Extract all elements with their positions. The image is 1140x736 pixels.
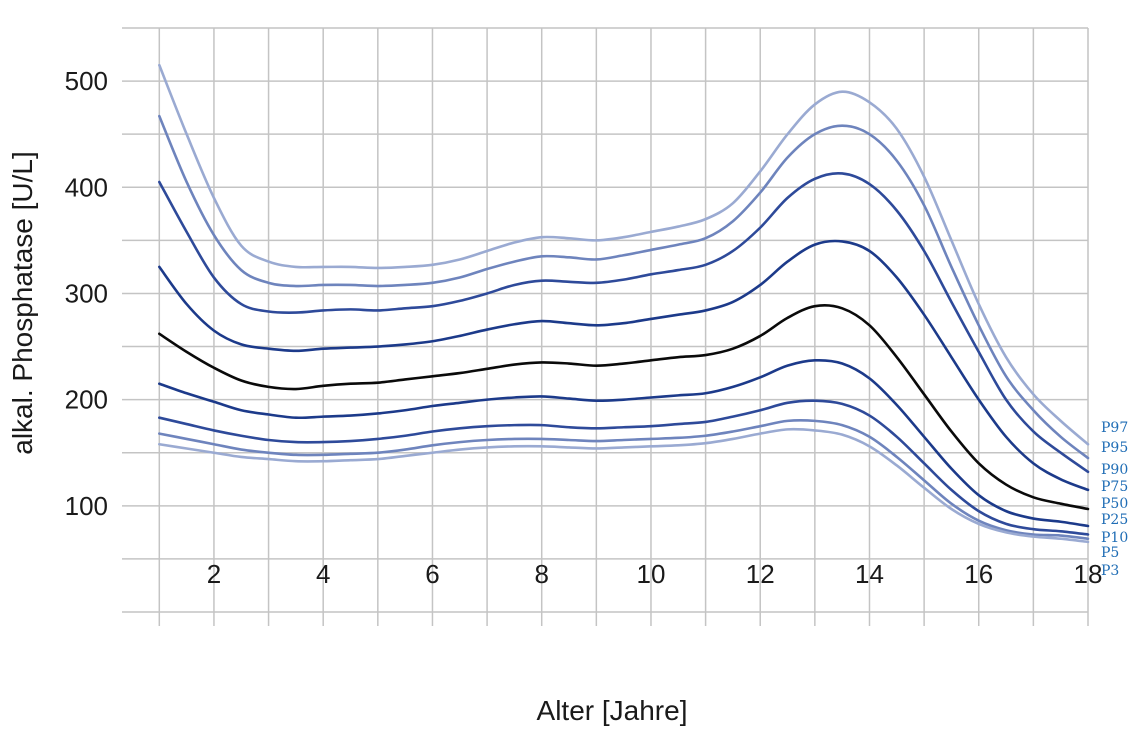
y-tick-label: 300 xyxy=(65,278,108,308)
series-line-p90 xyxy=(158,171,1090,474)
chart-grid xyxy=(122,27,1089,626)
series-label-p25: P25 xyxy=(1101,512,1128,528)
y-tick-label: 500 xyxy=(65,66,108,96)
x-tick-label: 18 xyxy=(1074,559,1103,589)
series-line-p50 xyxy=(158,304,1090,511)
y-axis-title: alkal. Phosphatase [U/L] xyxy=(7,151,38,455)
series-label-p3: P3 xyxy=(1101,563,1119,579)
x-tick-label: 10 xyxy=(637,559,666,589)
x-tick-label: 12 xyxy=(746,559,775,589)
series-label-p95: P95 xyxy=(1101,440,1128,456)
x-axis-title: Alter [Jahre] xyxy=(537,695,688,726)
series-label-p10: P10 xyxy=(1101,530,1128,546)
series-line-p3 xyxy=(158,427,1090,544)
y-tick-label: 400 xyxy=(65,172,108,202)
x-tick-label: 2 xyxy=(207,559,221,589)
series-line-p25 xyxy=(158,358,1090,528)
series-label-p5: P5 xyxy=(1101,545,1119,561)
chart-series xyxy=(158,63,1090,544)
series-line-p75 xyxy=(158,239,1090,492)
x-tick-label: 16 xyxy=(964,559,993,589)
x-tick-label: 6 xyxy=(425,559,439,589)
x-tick-label: 4 xyxy=(316,559,330,589)
series-label-p50: P50 xyxy=(1101,496,1128,512)
y-tick-label: 200 xyxy=(65,385,108,415)
x-tick-labels: 2 4 6 8 10 12 14 16 18 xyxy=(207,559,1103,589)
y-tick-labels: 100 200 300 400 500 xyxy=(65,66,108,521)
y-tick-label: 100 xyxy=(65,491,108,521)
x-tick-label: 8 xyxy=(534,559,548,589)
series-line-p5 xyxy=(158,418,1090,541)
series-label-p97: P97 xyxy=(1101,420,1128,436)
series-line-p10 xyxy=(158,399,1090,536)
series-label-p90: P90 xyxy=(1101,462,1128,478)
x-tick-label: 14 xyxy=(855,559,884,589)
series-line-p97 xyxy=(158,63,1090,446)
series-label-p75: P75 xyxy=(1101,479,1128,495)
series-line-p95 xyxy=(158,114,1090,460)
